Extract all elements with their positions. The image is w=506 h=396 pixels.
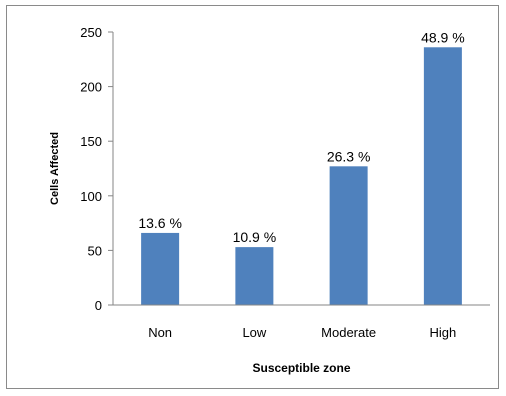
bar-moderate [329, 166, 368, 305]
data-label-non: 13.6 % [138, 215, 182, 231]
data-label-moderate: 26.3 % [327, 148, 371, 164]
y-tick-label: 150 [80, 134, 102, 149]
y-tick-label: 0 [95, 298, 102, 313]
x-axis-title: Susceptible zone [252, 361, 350, 375]
y-axis-title: Cells Affected [49, 132, 61, 205]
bars [141, 47, 462, 306]
y-tick-label: 50 [88, 243, 102, 258]
category-label-low: Low [242, 325, 266, 340]
bar-high [423, 47, 462, 306]
y-tick-label: 250 [80, 25, 102, 40]
x-axis-categories: Non Low Moderate High [148, 325, 456, 340]
bar-low [235, 247, 274, 305]
y-tick-label: 200 [80, 80, 102, 95]
y-tick-label: 100 [80, 189, 102, 204]
category-label-high: High [430, 325, 457, 340]
category-label-moderate: Moderate [321, 325, 376, 340]
data-label-high: 48.9 % [421, 29, 465, 45]
category-label-non: Non [148, 325, 172, 340]
bar-non [141, 232, 180, 305]
y-axis-ticks: 0 50 100 150 200 250 [80, 25, 113, 313]
data-label-low: 10.9 % [233, 229, 277, 245]
data-labels: 13.6 % 10.9 % 26.3 % 48.9 % [138, 29, 464, 245]
chart-frame [6, 5, 499, 389]
